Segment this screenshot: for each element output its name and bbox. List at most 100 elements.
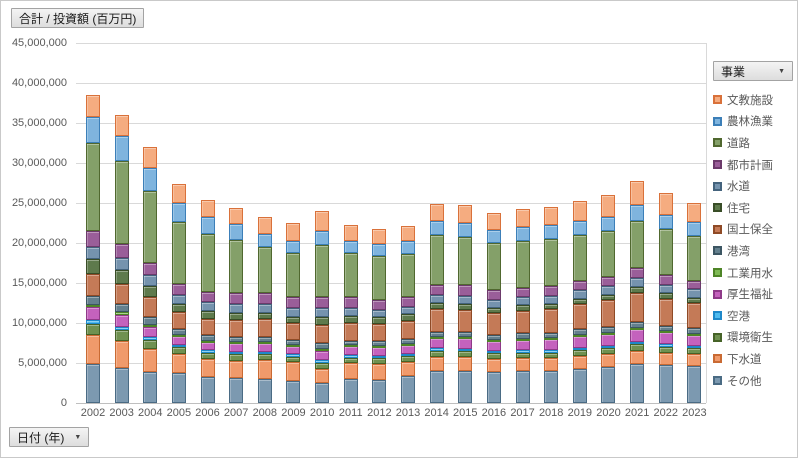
bar-segment-2012-7 bbox=[372, 341, 387, 347]
bar-segment-2017-6 bbox=[515, 311, 530, 334]
legend-swatch-icon bbox=[713, 311, 722, 321]
legend-item-label: 住宅 bbox=[727, 202, 750, 215]
bar-segment-2022-12 bbox=[658, 352, 673, 366]
series-field-button[interactable]: 事業 ▼ bbox=[713, 61, 793, 81]
legend-swatch-icon bbox=[713, 95, 722, 105]
bar-segment-2013-13 bbox=[401, 375, 416, 403]
x-axis-tick-label: 2006 bbox=[195, 407, 220, 419]
bar-segment-2010-6 bbox=[315, 324, 330, 343]
y-axis-tick-label: 25,000,000 bbox=[11, 197, 67, 209]
bar-segment-2004-13 bbox=[143, 371, 158, 403]
bar-segment-2019-12 bbox=[572, 355, 587, 369]
legend-swatch-icon bbox=[713, 181, 722, 191]
legend-swatch-icon bbox=[713, 332, 722, 342]
y-gridline bbox=[76, 282, 706, 284]
bar-segment-2022-3 bbox=[658, 275, 673, 285]
bar-segment-2004-11 bbox=[143, 339, 158, 349]
y-axis-tick-label: 20,000,000 bbox=[11, 237, 67, 249]
bar-segment-2004-1 bbox=[143, 168, 158, 192]
bar-segment-2005-7 bbox=[171, 328, 186, 335]
bar-segment-2020-13 bbox=[601, 367, 616, 403]
x-axis-tick-label: 2007 bbox=[223, 407, 249, 419]
bar-segment-2010-5 bbox=[315, 316, 330, 325]
y-gridline bbox=[76, 162, 706, 164]
bar-segment-2021-10 bbox=[630, 341, 645, 345]
bar-segment-2015-11 bbox=[458, 351, 473, 358]
legend-item-label: 都市計画 bbox=[727, 159, 773, 172]
bar-segment-2016-4 bbox=[486, 299, 501, 308]
legend-item-0: 文教施設 bbox=[713, 89, 797, 111]
bar-segment-2002-7 bbox=[86, 295, 100, 305]
bar-segment-2003-2 bbox=[114, 160, 129, 245]
bar-segment-2019-13 bbox=[572, 368, 587, 403]
y-axis-tick-label: 10,000,000 bbox=[11, 317, 67, 329]
bar-segment-2023-4 bbox=[687, 289, 702, 298]
bar-segment-2016-6 bbox=[486, 313, 501, 335]
value-field-label: 合計 / 投資額 (百万円) bbox=[19, 11, 137, 26]
bar-segment-2010-3 bbox=[315, 296, 330, 309]
bar-segment-2014-9 bbox=[429, 338, 444, 349]
bar-segment-2004-10 bbox=[143, 337, 158, 340]
bar-segment-2006-5 bbox=[200, 310, 215, 319]
date-field-button[interactable]: 日付 (年) ▼ bbox=[9, 427, 90, 447]
bar-segment-2006-1 bbox=[200, 216, 215, 235]
bar-segment-2010-10 bbox=[315, 359, 330, 363]
legend-swatch-icon bbox=[713, 354, 722, 364]
bar-segment-2018-6 bbox=[544, 309, 559, 333]
bar-segment-2023-10 bbox=[687, 345, 702, 349]
bar-segment-2003-11 bbox=[114, 330, 129, 341]
legend-item-label: 文教施設 bbox=[727, 94, 773, 107]
bar-segment-2021-3 bbox=[630, 267, 645, 279]
bar-segment-2004-3 bbox=[143, 263, 158, 276]
bar-segment-2022-4 bbox=[658, 284, 673, 294]
legend-item-11: 環境衛生 bbox=[713, 327, 797, 349]
bar-segment-2007-5 bbox=[229, 312, 244, 321]
bar-segment-2016-0 bbox=[486, 212, 501, 231]
bar-segment-2023-0 bbox=[687, 203, 702, 223]
legend-item-6: 国土保全 bbox=[713, 219, 797, 241]
bar-segment-2008-1 bbox=[257, 234, 272, 247]
plot-right-border bbox=[706, 43, 707, 403]
bar-segment-2009-10 bbox=[286, 354, 301, 357]
bar-segment-2013-3 bbox=[401, 296, 416, 307]
legend-item-label: 道路 bbox=[727, 137, 750, 150]
legend-item-label: 厚生福祉 bbox=[727, 289, 773, 302]
bar-segment-2003-7 bbox=[114, 304, 129, 313]
bar-segment-2004-5 bbox=[143, 286, 158, 298]
bar-segment-2002-5 bbox=[86, 258, 100, 274]
bar-segment-2008-12 bbox=[257, 359, 272, 379]
bar-segment-2002-10 bbox=[86, 319, 100, 324]
bar-segment-2011-12 bbox=[343, 363, 358, 379]
legend-item-label: その他 bbox=[727, 375, 762, 388]
y-axis-tick-label: 30,000,000 bbox=[11, 157, 67, 169]
bar-segment-2005-11 bbox=[171, 347, 186, 355]
bar-segment-2008-13 bbox=[257, 379, 272, 403]
y-gridline bbox=[76, 82, 706, 84]
bar-segment-2020-6 bbox=[601, 300, 616, 328]
legend-item-5: 住宅 bbox=[713, 197, 797, 219]
bar-segment-2006-9 bbox=[200, 341, 215, 351]
bar-segment-2004-6 bbox=[143, 297, 158, 318]
bar-segment-2017-8 bbox=[515, 338, 530, 341]
bar-segment-2020-2 bbox=[601, 231, 616, 277]
bar-segment-2009-3 bbox=[286, 297, 301, 309]
legend-item-label: 農林漁業 bbox=[727, 116, 773, 129]
legend-swatch-icon bbox=[713, 246, 722, 256]
bar-segment-2020-10 bbox=[601, 346, 616, 349]
bar-segment-2011-4 bbox=[343, 307, 358, 316]
bar-segment-2012-0 bbox=[372, 229, 387, 244]
bar-segment-2022-10 bbox=[658, 344, 673, 347]
x-axis-tick-label: 2009 bbox=[281, 407, 306, 419]
bar-segment-2009-8 bbox=[286, 344, 301, 347]
bar-segment-2022-9 bbox=[658, 332, 673, 345]
bar-segment-2009-7 bbox=[286, 339, 301, 345]
bar-segment-2008-11 bbox=[257, 354, 272, 360]
bar-segment-2023-2 bbox=[687, 235, 702, 281]
bar-segment-2002-2 bbox=[86, 143, 100, 232]
bar-segment-2019-10 bbox=[572, 347, 587, 351]
bar-segment-2005-2 bbox=[171, 221, 186, 285]
bar-segment-2019-2 bbox=[572, 235, 587, 281]
y-axis-tick-label: 0 bbox=[60, 397, 67, 409]
legend-swatch-icon bbox=[713, 224, 722, 234]
value-field-button[interactable]: 合計 / 投資額 (百万円) bbox=[11, 8, 145, 28]
